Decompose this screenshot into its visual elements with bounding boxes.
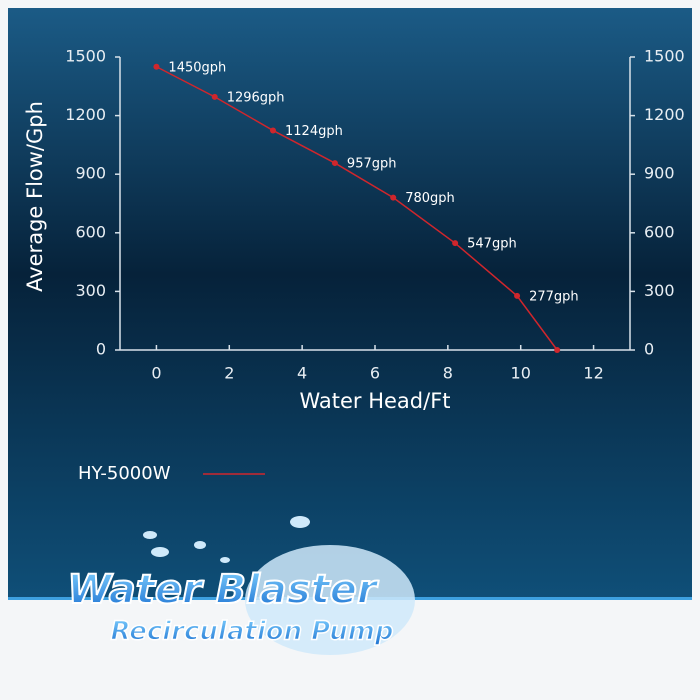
y2-tick-label: 900 <box>644 164 675 183</box>
data-label: 957gph <box>347 157 397 172</box>
y-axis-title: Average Flow/Gph <box>23 101 47 292</box>
data-point <box>554 347 561 353</box>
chart-panel <box>8 8 692 600</box>
data-label: 1124gph <box>285 124 343 139</box>
data-point <box>153 63 160 70</box>
chart: 0 300 600 900 1200 1500 0 300 600 900 1200 1500 0 2 4 6… <box>23 47 685 485</box>
y-tick-label: 300 <box>75 281 106 300</box>
x-tick-label: 8 <box>443 364 453 383</box>
logo-subtitle: Recirculation Pump <box>111 617 394 647</box>
x-tick-label: 10 <box>511 364 531 383</box>
y2-tick-label: 0 <box>644 340 654 359</box>
data-point <box>211 93 218 100</box>
data-point <box>270 127 276 134</box>
x-tick-label: 6 <box>370 364 380 383</box>
legend-label: HY-5000W <box>78 463 171 484</box>
bubble <box>290 516 310 528</box>
x-axis-title: Water Head/Ft <box>299 389 450 413</box>
y2-tick-label: 300 <box>644 281 675 300</box>
bubble <box>194 541 206 549</box>
x-tick-label: 12 <box>583 364 603 383</box>
bubble <box>220 557 230 563</box>
x-tick-label: 2 <box>224 364 234 383</box>
splash <box>245 545 415 655</box>
y2-tick-label: 1200 <box>644 105 685 124</box>
y-tick-label: 1500 <box>65 47 106 66</box>
y-tick-label: 0 <box>96 340 106 359</box>
data-point <box>514 292 521 299</box>
data-label: 1296gph <box>227 90 285 105</box>
y2-tick-label: 1500 <box>644 47 685 66</box>
data-label: 277gph <box>529 289 579 304</box>
y-tick-label: 600 <box>75 222 106 241</box>
data-label: 1450gph <box>168 60 226 75</box>
x-tick-label: 4 <box>297 364 307 383</box>
data-point <box>452 240 459 247</box>
bubble <box>143 531 157 539</box>
y-tick-label: 1200 <box>65 105 106 124</box>
y2-tick-label: 600 <box>644 222 675 241</box>
data-point <box>390 194 397 201</box>
data-label: 547gph <box>467 237 517 252</box>
series-line <box>156 66 558 351</box>
data-label: 780gph <box>405 191 455 206</box>
y-tick-label: 900 <box>75 164 106 183</box>
data-point <box>331 160 338 167</box>
bubble <box>151 547 169 557</box>
logo: Water Blaster Recirculation Pump <box>66 516 415 655</box>
logo-title: Water Blaster <box>67 567 379 613</box>
x-tick-label: 0 <box>151 364 161 383</box>
